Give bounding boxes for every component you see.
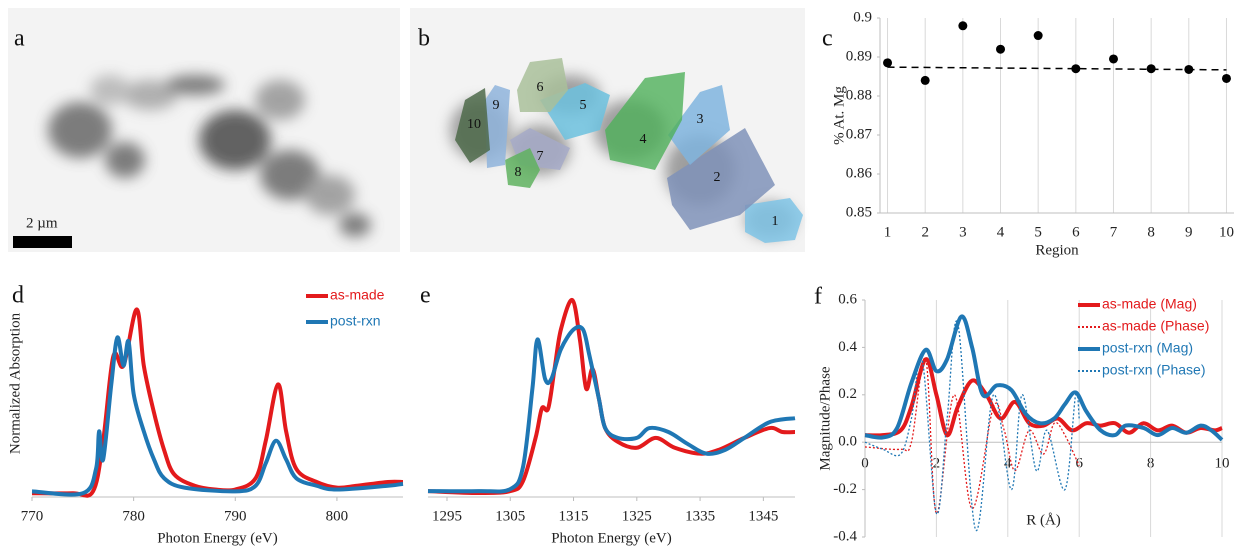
panel-label: f: [814, 284, 822, 310]
x-axis-title: Photon Energy (eV): [157, 530, 278, 546]
legend-label: post-rxn (Phase): [1102, 362, 1205, 378]
point: [1033, 31, 1043, 41]
data-line: [864, 314, 1224, 442]
x-axis-title: Photon Energy (eV): [551, 530, 672, 546]
region-label: 7: [537, 149, 544, 164]
region: [745, 198, 803, 243]
x-tick-label: 1305: [495, 508, 525, 524]
region: [517, 58, 568, 112]
y-tick-label: 0.4: [838, 339, 857, 355]
point: [996, 44, 1006, 54]
data-line: [31, 335, 404, 497]
x-tick-label: 1295: [432, 508, 462, 524]
y-tick-label: 0.6: [838, 291, 857, 307]
y-tick-label: 0.2: [838, 386, 857, 402]
point: [1108, 54, 1118, 64]
x-tick-label: 800: [326, 508, 349, 524]
x-tick-label: 1325: [622, 508, 652, 524]
y-tick-label: 0.89: [846, 48, 872, 64]
y-tick-label: 0.87: [846, 126, 873, 142]
scale-bar-label: 2 µm: [26, 215, 58, 231]
region-label: 5: [580, 98, 587, 113]
trend-line: [887, 66, 1227, 71]
y-axis-title: Magnitude/Phase: [817, 366, 833, 470]
region-label: 10: [467, 117, 481, 132]
region-label: 6: [537, 80, 544, 95]
x-tick-label: 2: [921, 224, 929, 240]
particles: [48, 75, 371, 237]
regions: [455, 58, 803, 243]
x-tick-label: 790: [224, 508, 247, 524]
x-tick-label: 10: [1219, 224, 1234, 240]
region-label: 1: [772, 214, 779, 229]
panel-label: b: [418, 26, 430, 52]
legend-label: as-made: [330, 287, 385, 303]
region-label: 3: [697, 112, 704, 127]
data-line: [427, 297, 796, 496]
y-tick-label: -0.4: [833, 528, 857, 544]
point: [1146, 64, 1156, 74]
y-tick-label: 0.9: [853, 9, 872, 25]
y-tick-label: 0.88: [846, 87, 872, 103]
legend-label: post-rxn (Mag): [1102, 340, 1193, 356]
x-tick-label: 5: [1034, 224, 1042, 240]
panel-b: 1 2 3 4 5 6 7 8 9 10 b: [410, 8, 805, 252]
x-tick-label: 1335: [685, 508, 715, 524]
point: [1221, 73, 1231, 83]
x-tick-label: 780: [122, 508, 145, 524]
panel-label: a: [14, 26, 25, 52]
x-axis-title: R (Å): [1026, 512, 1061, 528]
x-tick-label: 9: [1185, 224, 1193, 240]
x-tick-label: 770: [21, 508, 44, 524]
point: [958, 21, 968, 31]
x-axis-title: Region: [1035, 242, 1079, 258]
region-label: 4: [640, 132, 647, 147]
region: [668, 85, 730, 165]
x-tick-label: 6: [1072, 224, 1080, 240]
panel-label: e: [420, 283, 431, 309]
point: [883, 58, 893, 68]
x-tick-label: 1315: [559, 508, 589, 524]
x-tick-label: 4: [997, 224, 1005, 240]
point: [920, 75, 930, 85]
legend-label: as-made (Mag): [1102, 296, 1197, 312]
phase-line: [864, 320, 1080, 531]
panel-label: c: [822, 26, 833, 52]
region: [505, 148, 540, 188]
region-label: 8: [515, 165, 522, 180]
data-line: [427, 324, 796, 494]
data-line: [31, 307, 404, 498]
scale-bar: [13, 236, 72, 248]
region: [667, 128, 775, 230]
y-axis-title: % At. Mg: [831, 86, 847, 145]
region: [485, 85, 510, 168]
x-tick-label: 3: [959, 224, 967, 240]
region-label: 2: [714, 170, 721, 185]
y-tick-label: 0.86: [846, 165, 873, 181]
x-tick-label: 1345: [748, 508, 778, 524]
phase-line: [864, 357, 1080, 514]
legend-label: as-made (Phase): [1102, 318, 1209, 334]
data-line: [864, 357, 1223, 438]
region: [455, 88, 490, 163]
panel-label: d: [12, 283, 24, 309]
y-tick-label: 0.0: [838, 434, 857, 450]
x-tick-label: 1: [884, 224, 892, 240]
y-tick-label: 0.85: [846, 204, 872, 220]
legend-label: post-rxn: [330, 313, 381, 329]
point: [1071, 64, 1081, 74]
y-axis-title: Normalized Absorption: [7, 312, 23, 454]
region-label: 9: [493, 98, 500, 113]
region: [605, 72, 685, 170]
x-tick-label: 8: [1147, 224, 1155, 240]
panel-a: a 2 µm: [8, 8, 400, 252]
x-tick-label: 7: [1110, 224, 1118, 240]
y-tick-label: -0.2: [833, 481, 857, 497]
point: [1184, 64, 1194, 74]
